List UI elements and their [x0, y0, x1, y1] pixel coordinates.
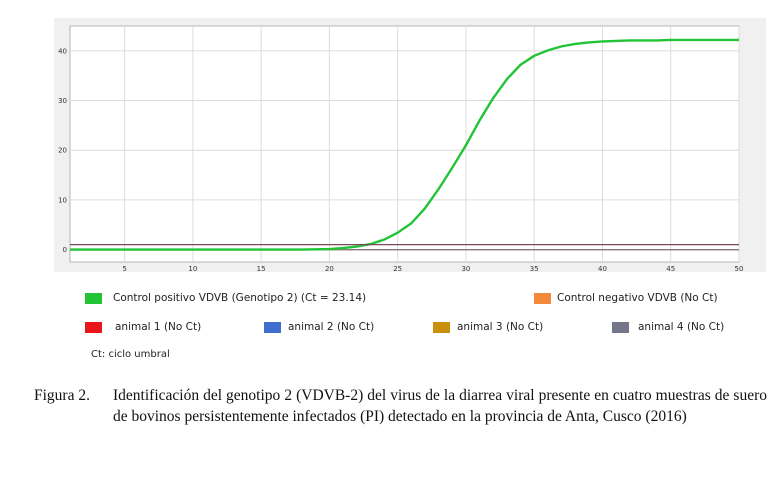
x-tick-label-25: 25	[393, 265, 402, 272]
ct-note: Ct: ciclo umbral	[91, 349, 170, 360]
x-tick-label-30: 30	[461, 265, 470, 272]
figure-caption-text: Identificación del genotipo 2 (VDVB-2) d…	[113, 387, 767, 425]
y-tick-label-40: 40	[58, 47, 67, 55]
x-tick-label-50: 50	[735, 265, 744, 272]
legend-label-animal-4: animal 4 (No Ct)	[638, 321, 725, 333]
figure-label: Figura 2.	[34, 387, 90, 404]
legend-swatch-animal-1	[85, 322, 102, 333]
legend-swatch-animal-4	[612, 322, 629, 333]
x-tick-label-40: 40	[598, 265, 607, 272]
plot-background	[69, 25, 740, 263]
x-tick-label-45: 45	[666, 265, 675, 272]
legend-swatch-negative-control	[534, 293, 551, 304]
legend-label-animal-1: animal 1 (No Ct)	[115, 321, 202, 333]
x-tick-label-35: 35	[530, 265, 539, 272]
x-tick-label-15: 15	[257, 265, 266, 272]
series-line-positive-control	[70, 38, 739, 251]
y-tick-label-30: 30	[58, 97, 67, 105]
amplification-chart: 5 10 15 20 25 30 35 40 45 50 0 10 20 30 40	[58, 25, 744, 272]
legend-swatch-animal-2	[264, 322, 281, 333]
legend-label-positive-control: Control positivo VDVB (Genotipo 2) (Ct =…	[113, 292, 367, 304]
legend-label-animal-3: animal 3 (No Ct)	[457, 321, 544, 333]
legend-swatch-positive-control	[85, 293, 102, 304]
legend-label-animal-2: animal 2 (No Ct)	[288, 321, 375, 333]
legend-label-negative-control: Control negativo VDVB (No Ct)	[557, 292, 718, 304]
y-tick-label-20: 20	[58, 147, 67, 155]
x-tick-label-10: 10	[188, 265, 197, 272]
y-tick-label-10: 10	[58, 196, 67, 204]
legend-swatch-animal-3	[433, 322, 450, 333]
x-tick-label-5: 5	[122, 265, 126, 272]
y-tick-label-0: 0	[63, 246, 67, 254]
chart-area: 5 10 15 20 25 30 35 40 45 50 0 10 20 30 40	[54, 18, 766, 272]
legend: Control positivo VDVB (Genotipo 2) (Ct =…	[85, 292, 725, 333]
x-tick-label-20: 20	[325, 265, 334, 272]
